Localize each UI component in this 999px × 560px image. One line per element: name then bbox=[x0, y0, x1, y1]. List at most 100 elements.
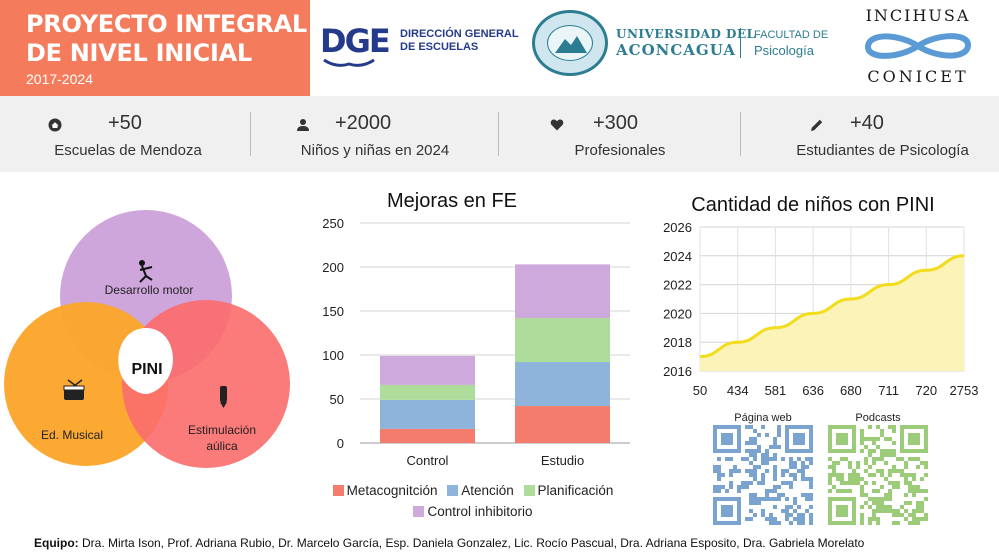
qr-module bbox=[880, 485, 884, 489]
qr-module bbox=[920, 489, 924, 493]
y-tick-label: 2020 bbox=[663, 306, 692, 321]
qr-code-web[interactable] bbox=[713, 425, 813, 525]
x-tick-label: 680 bbox=[840, 383, 862, 398]
qr-module bbox=[872, 497, 876, 501]
qr-module bbox=[745, 441, 749, 445]
qr-module bbox=[880, 497, 884, 501]
qr-module bbox=[856, 481, 860, 485]
qr-module bbox=[896, 469, 900, 473]
qr-module bbox=[761, 473, 765, 477]
qr-module bbox=[828, 489, 832, 493]
qr-module bbox=[801, 469, 805, 473]
qr-module bbox=[836, 477, 840, 481]
qr-module bbox=[880, 501, 884, 505]
qr-module bbox=[745, 449, 749, 453]
qr-module bbox=[908, 489, 912, 493]
qr-module bbox=[836, 461, 840, 465]
qr-module bbox=[912, 477, 916, 481]
y-tick-label: 250 bbox=[322, 216, 344, 231]
qr-module bbox=[872, 441, 876, 445]
project-years: 2017-2024 bbox=[26, 71, 93, 87]
qr-module bbox=[805, 497, 809, 501]
qr-module bbox=[832, 473, 836, 477]
dancer-icon bbox=[139, 260, 153, 283]
qr-module bbox=[876, 501, 880, 505]
qr-module bbox=[860, 441, 864, 445]
qr-module bbox=[729, 469, 733, 473]
qr-module bbox=[761, 481, 765, 485]
qr-module bbox=[801, 473, 805, 477]
qr-module bbox=[789, 485, 793, 489]
qr-module bbox=[785, 481, 789, 485]
y-tick-label: 2022 bbox=[663, 278, 692, 293]
qr-module bbox=[872, 457, 876, 461]
bar-segment bbox=[380, 399, 475, 429]
qr-module bbox=[789, 461, 793, 465]
qr-module bbox=[753, 501, 757, 505]
stat-children-value: +2000 bbox=[335, 112, 392, 134]
qr-finder-core bbox=[836, 505, 848, 517]
qr-module bbox=[892, 453, 896, 457]
incihusa-conicet-logo: INCIHUSA CONICET bbox=[852, 6, 984, 88]
x-tick-label: 2753 bbox=[950, 383, 979, 398]
qr-module bbox=[856, 465, 860, 469]
dge-mark: DGE bbox=[320, 22, 391, 60]
qr-module bbox=[765, 469, 769, 473]
qr-module bbox=[713, 489, 717, 493]
y-tick-label: 2024 bbox=[663, 249, 692, 264]
qr-module bbox=[896, 513, 900, 517]
qr-module bbox=[884, 477, 888, 481]
qr-module bbox=[801, 461, 805, 465]
qr-module bbox=[884, 461, 888, 465]
qr-module bbox=[912, 473, 916, 477]
qr-module bbox=[848, 473, 852, 477]
qr-module bbox=[860, 493, 864, 497]
area-chart-title: Cantidad de niños con PINI bbox=[691, 194, 935, 216]
qr-module bbox=[872, 517, 876, 521]
qr-code-podcasts[interactable] bbox=[828, 425, 928, 525]
qr-module bbox=[908, 457, 912, 461]
qr-module bbox=[852, 473, 856, 477]
qr-module bbox=[872, 501, 876, 505]
qr-module bbox=[860, 521, 864, 525]
qr-module bbox=[773, 437, 777, 441]
qr-module bbox=[868, 497, 872, 501]
qr-module bbox=[789, 473, 793, 477]
qr-module bbox=[745, 517, 749, 521]
qr-module bbox=[904, 465, 908, 469]
uda-name: UNIVERSIDAD DEL ACONCAGUA bbox=[616, 26, 756, 58]
qr-module bbox=[880, 457, 884, 461]
qr-module bbox=[733, 469, 737, 473]
qr-module bbox=[749, 473, 753, 477]
bar-segment bbox=[515, 362, 610, 407]
qr-module bbox=[765, 449, 769, 453]
qr-module bbox=[848, 489, 852, 493]
qr-module bbox=[916, 501, 920, 505]
x-tick-label: 711 bbox=[878, 383, 899, 398]
x-tick-label: 636 bbox=[802, 383, 824, 398]
legend-item-attention: Atención bbox=[447, 480, 514, 501]
stat-professionals-value: +300 bbox=[593, 112, 639, 134]
qr-module bbox=[761, 509, 765, 513]
y-tick-label: 2016 bbox=[663, 364, 692, 379]
qr-module bbox=[769, 497, 773, 501]
qr-module bbox=[729, 485, 733, 489]
qr-module bbox=[896, 521, 900, 525]
qr-module bbox=[924, 497, 928, 501]
qr-module bbox=[753, 513, 757, 517]
qr-module bbox=[856, 473, 860, 477]
qr-module bbox=[876, 505, 880, 509]
qr-module bbox=[777, 445, 781, 449]
qr-module bbox=[753, 449, 757, 453]
qr-module bbox=[920, 477, 924, 481]
bar-chart-y-ticks: 0 50 100 150 200 250 bbox=[322, 216, 344, 451]
qr-module bbox=[916, 485, 920, 489]
qr-module bbox=[864, 481, 868, 485]
y-tick-label: 150 bbox=[322, 304, 344, 319]
qr-module bbox=[753, 453, 757, 457]
qr-module bbox=[904, 517, 908, 521]
qr-module bbox=[717, 477, 721, 481]
qr-module bbox=[809, 493, 813, 497]
qr-module bbox=[765, 433, 769, 437]
qr-module bbox=[912, 509, 916, 513]
